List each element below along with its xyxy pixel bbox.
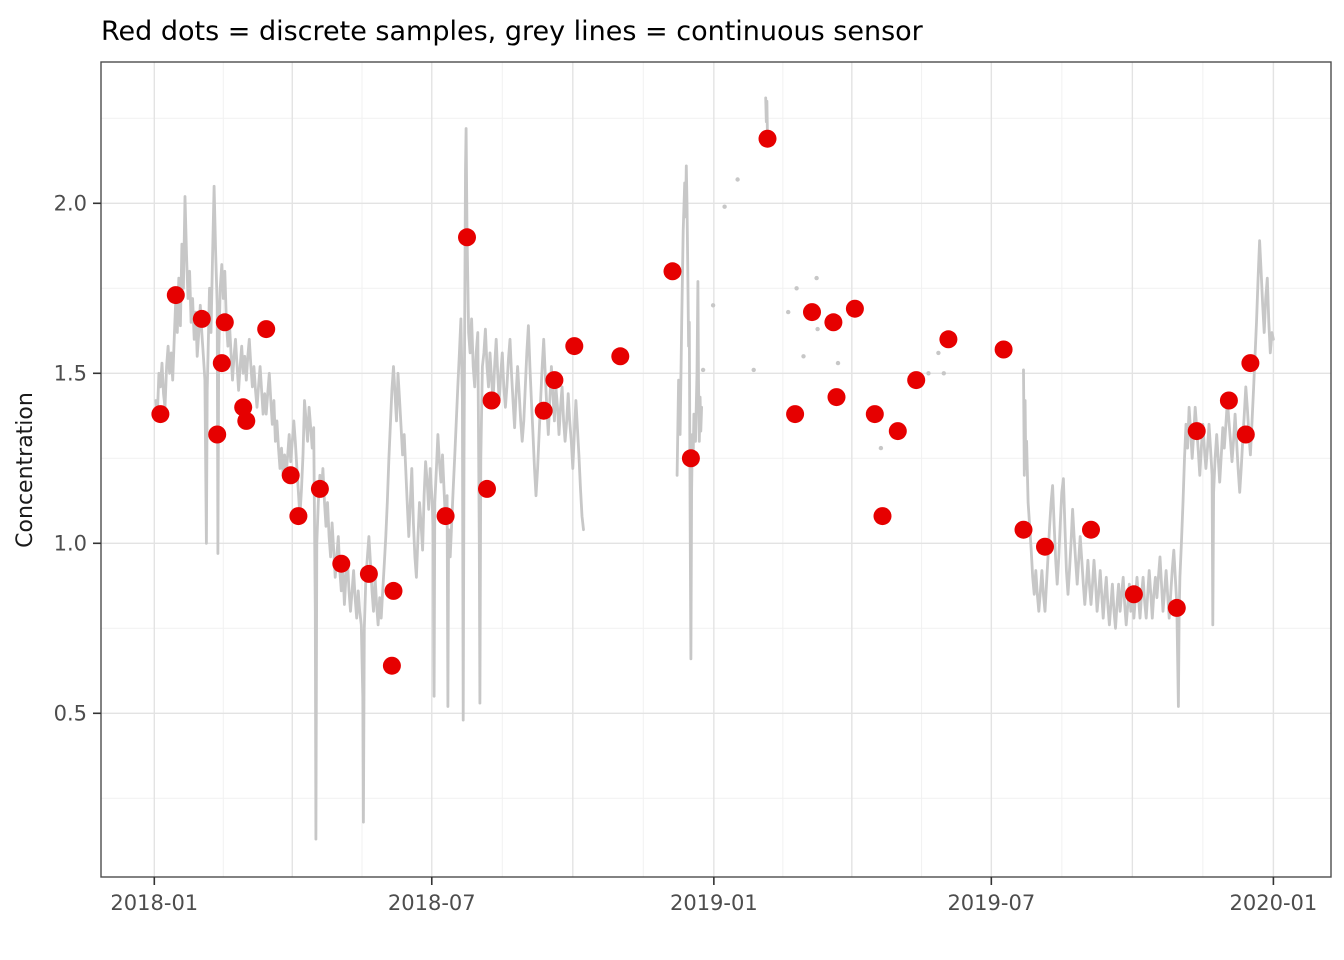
sample-dot bbox=[1187, 422, 1206, 441]
sample-dot bbox=[436, 507, 455, 526]
sensor-point bbox=[751, 367, 756, 373]
y-tick-label: 2.0 bbox=[54, 191, 87, 215]
sample-dot bbox=[1167, 598, 1186, 617]
sample-dot bbox=[359, 564, 378, 583]
x-tick-label: 2019-07 bbox=[947, 891, 1035, 915]
sample-dot bbox=[827, 388, 846, 407]
sample-dot bbox=[939, 330, 958, 349]
sensor-point bbox=[801, 354, 806, 359]
y-tick-label: 1.5 bbox=[54, 361, 87, 385]
sample-dot bbox=[1014, 520, 1033, 539]
sensor-point bbox=[710, 303, 716, 308]
sample-dot bbox=[1124, 585, 1143, 604]
sample-dot bbox=[234, 398, 253, 417]
sample-dot bbox=[865, 405, 884, 424]
chart-title: Red dots = discrete samples, grey lines … bbox=[101, 16, 924, 47]
sample-dot bbox=[758, 129, 777, 148]
sensor-line bbox=[764, 96, 769, 141]
sample-dot bbox=[663, 262, 682, 281]
sample-dot bbox=[332, 554, 351, 573]
sample-dot bbox=[1219, 391, 1238, 410]
sensor-point bbox=[941, 371, 946, 376]
y-tick-label: 1.0 bbox=[54, 531, 87, 555]
sample-dot bbox=[1241, 354, 1260, 373]
sensor-line bbox=[675, 164, 703, 661]
sample-dot bbox=[478, 479, 496, 498]
y-tick-label: 0.5 bbox=[54, 701, 87, 725]
sample-dot bbox=[166, 286, 185, 305]
sample-dot bbox=[545, 371, 564, 390]
sample-dot bbox=[289, 507, 308, 526]
gridlines-group bbox=[101, 62, 1331, 877]
x-tick-label: 2018-07 bbox=[388, 891, 476, 915]
sensor-point bbox=[786, 309, 791, 315]
sample-dot bbox=[151, 405, 170, 424]
sensor-point bbox=[794, 286, 799, 291]
sample-dot bbox=[888, 422, 907, 441]
sample-dot bbox=[382, 656, 401, 675]
sensor-point bbox=[835, 360, 841, 366]
sample-dot bbox=[611, 347, 630, 366]
sample-dot bbox=[1236, 425, 1255, 444]
sensor-point bbox=[878, 445, 884, 451]
sensor-line bbox=[1022, 239, 1275, 708]
sample-dot bbox=[873, 507, 892, 526]
sample-dot bbox=[237, 411, 256, 430]
sample-dot bbox=[824, 313, 843, 332]
sample-dot bbox=[1082, 520, 1100, 539]
axis-ticks-group: 0.5 1.0 1.5 2.0 2018-01 2018-07 2019-01 2019-07… bbox=[54, 191, 1318, 915]
y-axis-label: Concentration bbox=[13, 392, 38, 548]
data-series-group bbox=[151, 96, 1275, 841]
sample-dot bbox=[281, 466, 300, 485]
sample-dot bbox=[786, 405, 805, 424]
sensor-point bbox=[722, 204, 727, 209]
sample-dot bbox=[803, 303, 821, 322]
sample-dot bbox=[384, 581, 403, 600]
sensor-point bbox=[700, 367, 706, 373]
sensor-point bbox=[936, 350, 941, 356]
sample-dot bbox=[845, 299, 864, 318]
sample-dot bbox=[208, 425, 227, 444]
sample-dot bbox=[458, 228, 476, 247]
sensor-point bbox=[735, 177, 740, 182]
sample-dot bbox=[215, 313, 234, 332]
sample-dot bbox=[994, 340, 1013, 359]
sample-dot bbox=[212, 354, 231, 373]
sensor-line bbox=[154, 127, 585, 841]
sensor-point bbox=[926, 371, 931, 376]
x-tick-label: 2019-01 bbox=[670, 891, 758, 915]
sample-dot bbox=[192, 309, 211, 328]
sample-dot bbox=[565, 337, 584, 356]
sample-dot bbox=[310, 479, 329, 498]
sensor-point bbox=[814, 275, 819, 281]
sensor-point bbox=[815, 326, 820, 332]
x-tick-label: 2020-01 bbox=[1230, 891, 1318, 915]
sample-dot bbox=[681, 449, 700, 468]
sample-dot bbox=[257, 320, 276, 339]
x-tick-label: 2018-01 bbox=[110, 891, 198, 915]
sample-dot bbox=[1036, 537, 1054, 556]
sample-dot bbox=[907, 371, 926, 390]
sample-dot bbox=[482, 391, 501, 410]
sample-dot bbox=[534, 401, 553, 420]
panel-border bbox=[100, 61, 1332, 878]
